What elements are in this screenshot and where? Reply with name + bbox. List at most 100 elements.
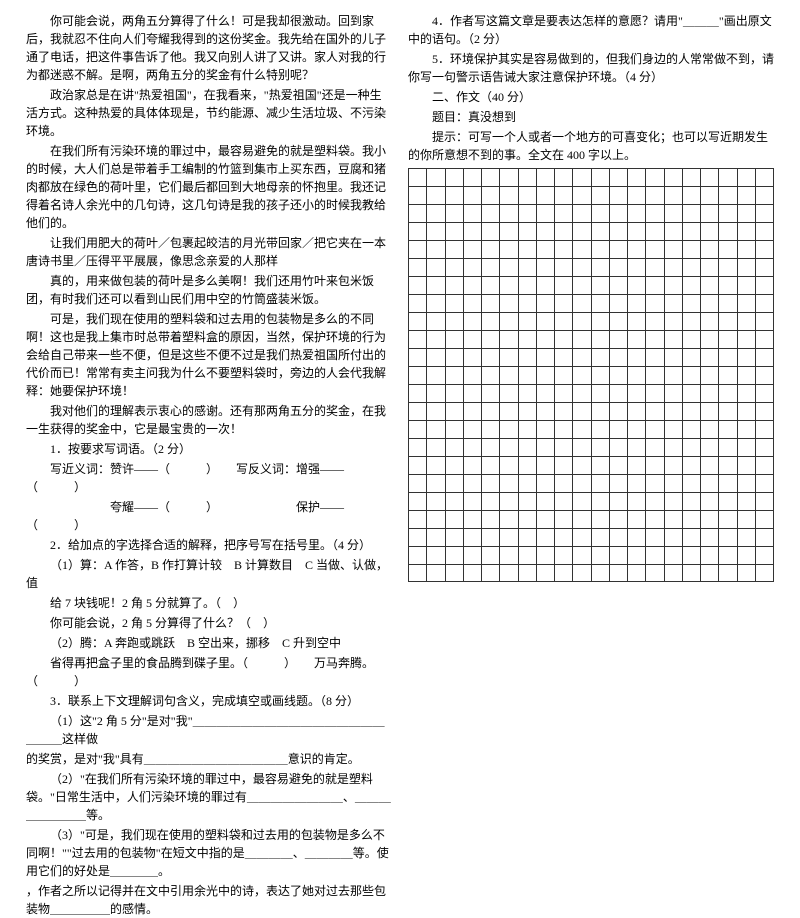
paragraph: 你可能会说，两角五分算得了什么！可是我却很激动。回到家后，我就忍不住向人们夸耀我… [26,12,392,84]
grid-cell [408,528,426,546]
grid-cell [463,456,481,474]
grid-cell [682,258,700,276]
grid-cell [445,546,463,564]
grid-cell [591,330,609,348]
grid-cell [408,474,426,492]
grid-cell [664,168,682,186]
grid-cell [664,312,682,330]
grid-cell [445,186,463,204]
grid-cell [463,438,481,456]
grid-cell [755,402,774,420]
grid-cell [718,564,736,582]
grid-cell [591,420,609,438]
grid-cell [718,168,736,186]
grid-cell [755,438,774,456]
grid-cell [481,438,499,456]
grid-cell [682,312,700,330]
grid-cell [463,168,481,186]
grid-cell [700,456,718,474]
grid-cell [682,438,700,456]
grid-cell [609,456,627,474]
grid-cell [554,402,572,420]
grid-cell [536,330,554,348]
grid-cell [718,330,736,348]
grid-cell [718,546,736,564]
grid-cell [718,438,736,456]
grid-cell [609,528,627,546]
grid-cell [700,384,718,402]
grid-cell [518,528,536,546]
grid-cell [426,564,444,582]
grid-cell [645,492,663,510]
grid-row [408,456,774,474]
grid-cell [718,186,736,204]
question-3b: 的奖赏，是对"我"具有＿＿＿＿＿＿＿＿＿＿＿＿意识的肯定。 [26,750,392,768]
grid-cell [481,186,499,204]
grid-cell [682,240,700,258]
grid-cell [481,204,499,222]
question-2a: （1）算：A 作答，B 作打算计较 B 计算数目 C 当做、认做，值 [26,556,392,592]
grid-cell [755,456,774,474]
grid-cell [499,186,517,204]
grid-cell [682,492,700,510]
grid-cell [682,402,700,420]
grid-cell [718,492,736,510]
grid-cell [737,312,755,330]
grid-cell [408,348,426,366]
grid-cell [499,564,517,582]
grid-cell [463,222,481,240]
grid-cell [609,330,627,348]
grid-cell [408,510,426,528]
grid-cell [591,438,609,456]
grid-cell [609,384,627,402]
grid-cell [554,222,572,240]
left-column: 你可能会说，两角五分算得了什么！可是我却很激动。回到家后，我就忍不住向人们夸耀我… [18,12,400,542]
grid-cell [426,456,444,474]
grid-cell [481,420,499,438]
grid-cell [609,510,627,528]
grid-cell [627,204,645,222]
grid-cell [408,546,426,564]
question-2b: 给 7 块钱呢！2 角 5 分就算了。（ ） [26,594,392,612]
grid-cell [463,384,481,402]
grid-cell [408,312,426,330]
grid-cell [737,564,755,582]
grid-cell [445,384,463,402]
grid-cell [755,222,774,240]
grid-cell [700,510,718,528]
grid-cell [445,258,463,276]
grid-cell [700,348,718,366]
grid-cell [536,348,554,366]
grid-cell [609,402,627,420]
grid-cell [518,546,536,564]
grid-cell [609,366,627,384]
grid-cell [682,330,700,348]
grid-cell [554,186,572,204]
grid-cell [718,276,736,294]
grid-cell [481,222,499,240]
grid-cell [737,240,755,258]
grid-cell [609,474,627,492]
grid-cell [591,294,609,312]
grid-cell [591,348,609,366]
grid-cell [682,366,700,384]
grid-cell [572,276,590,294]
grid-cell [408,438,426,456]
grid-cell [499,438,517,456]
grid-cell [426,366,444,384]
grid-cell [591,402,609,420]
grid-cell [572,528,590,546]
question-3: 3．联系上下文理解词句含义，完成填空或画线题。（8 分） [26,692,392,710]
grid-cell [591,186,609,204]
grid-cell [737,492,755,510]
grid-cell [554,546,572,564]
grid-cell [645,420,663,438]
question-2e: 省得再把盒子里的食品腾到碟子里。（ ） 万马奔腾。（ ） [26,654,392,690]
grid-cell [718,348,736,366]
right-column: 4．作者写这篇文章是要表达怎样的意愿？请用"＿＿＿"画出原文中的语句。（2 分）… [400,12,782,542]
grid-cell [499,258,517,276]
grid-cell [536,384,554,402]
grid-cell [536,258,554,276]
grid-cell [645,474,663,492]
grid-cell [445,330,463,348]
